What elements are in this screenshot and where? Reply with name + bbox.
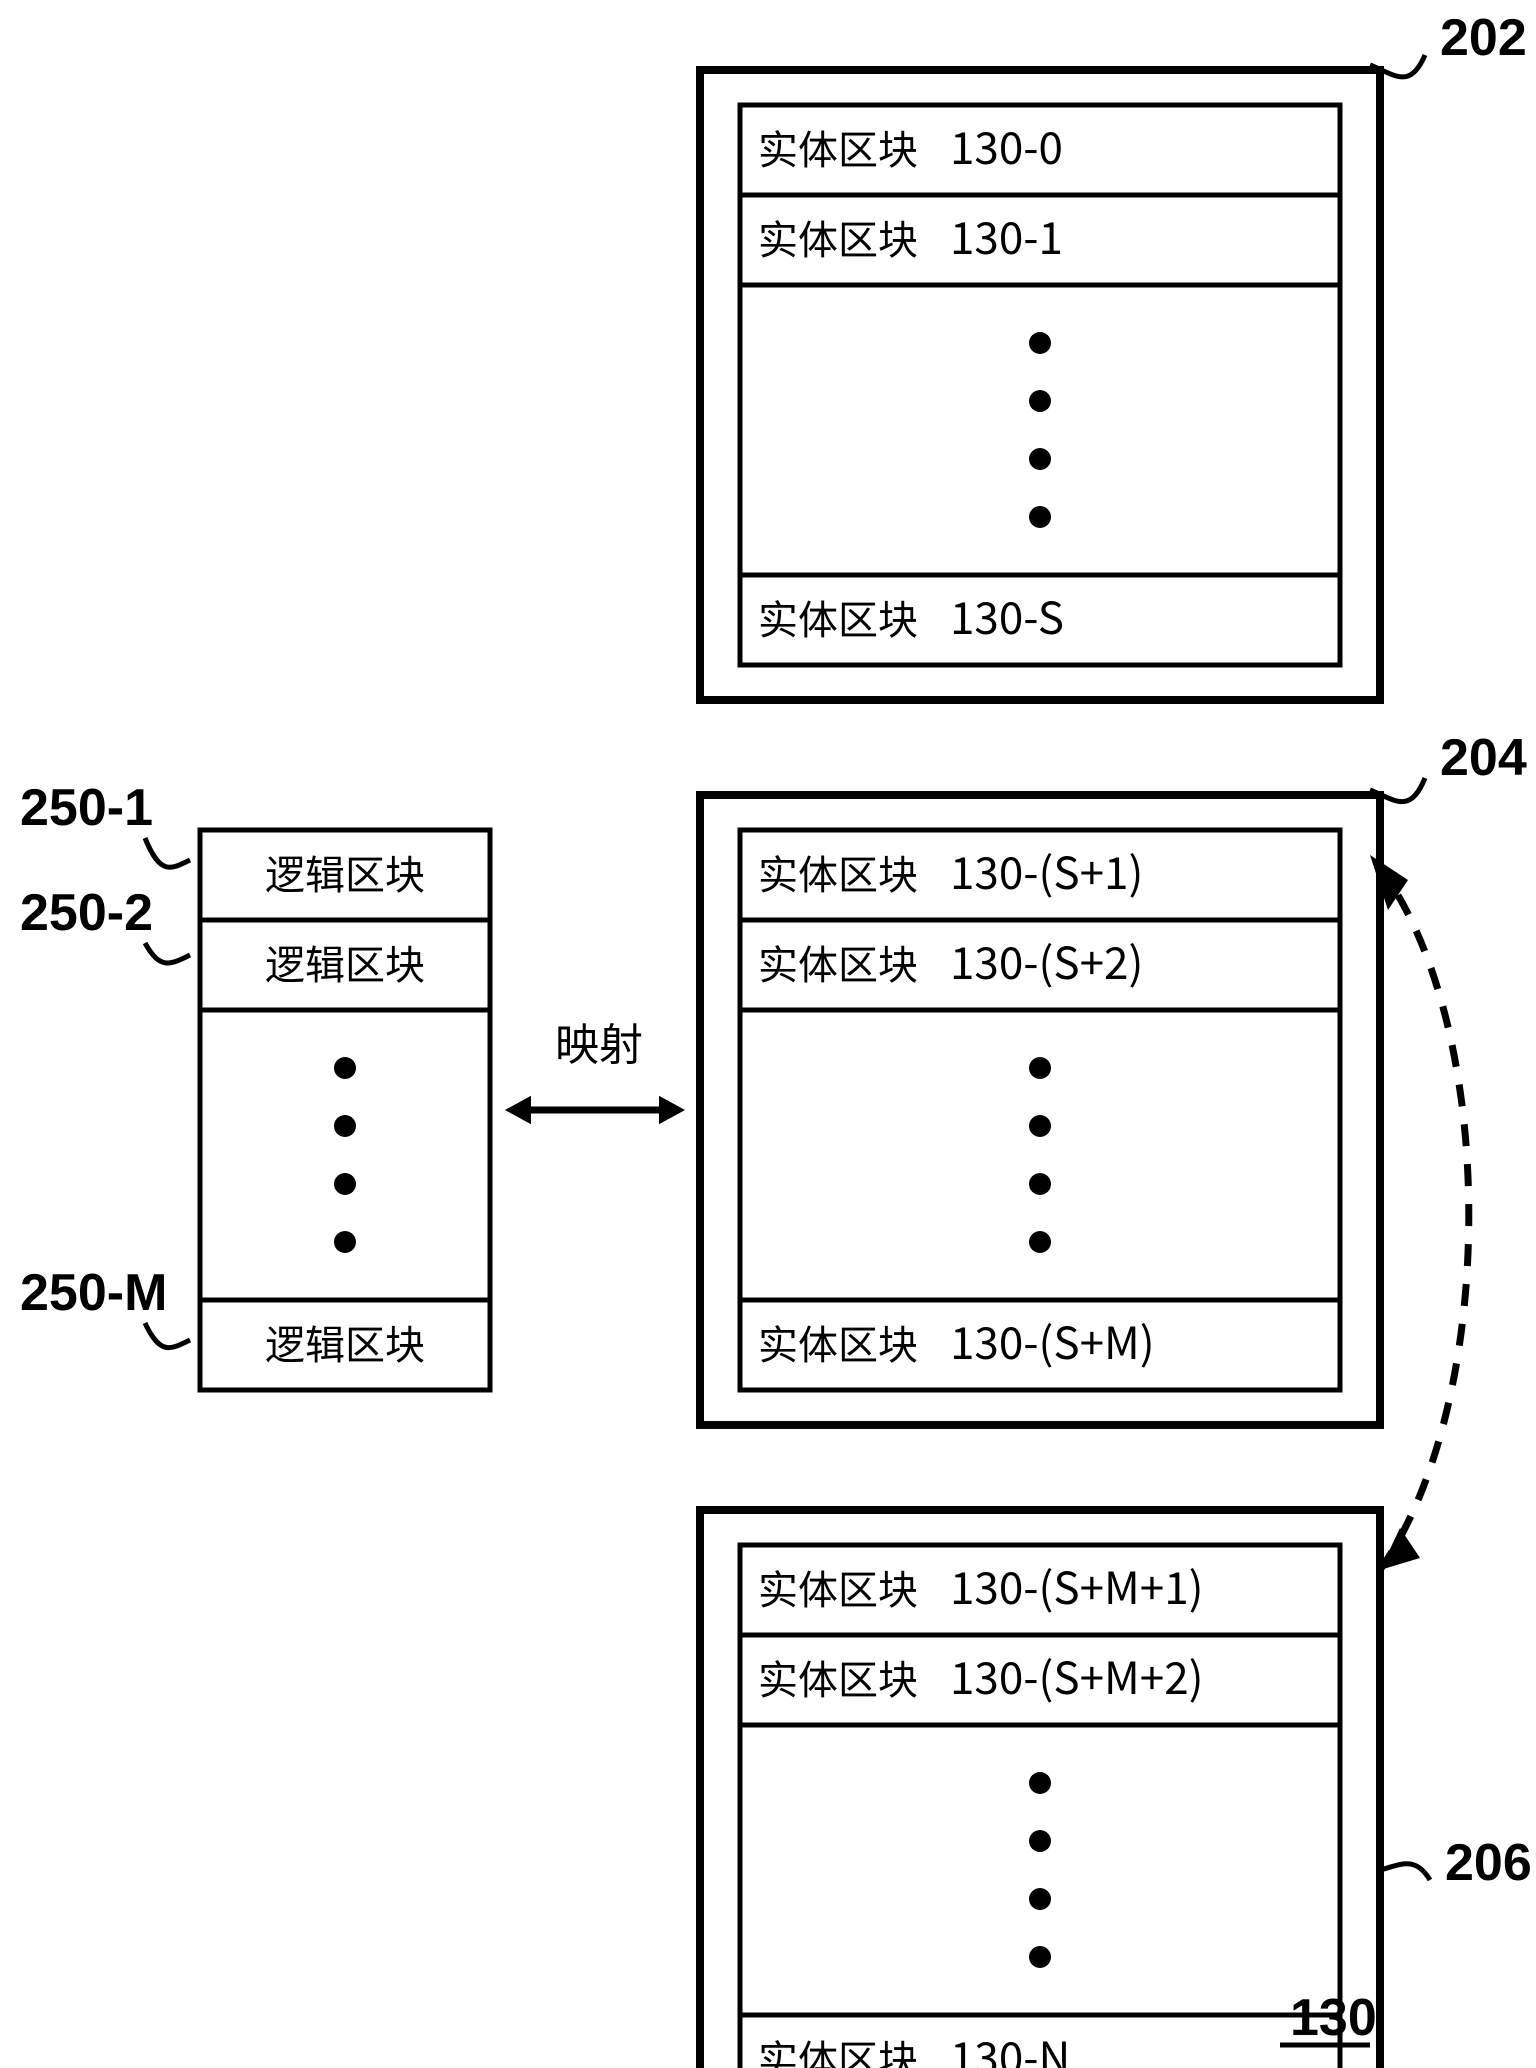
reference-label: 250-2 (20, 884, 153, 942)
ellipsis-dot (334, 1057, 356, 1079)
cell-label: 实体区块 (758, 2028, 918, 2068)
cell-label: 实体区块 (758, 208, 918, 266)
dots-cell (740, 285, 1340, 575)
ellipsis-dot (1029, 1888, 1051, 1910)
mapping-label: 映射 (555, 1009, 643, 1073)
ellipsis-dot (1029, 1830, 1051, 1852)
leader-line (145, 1323, 190, 1348)
dots-cell (740, 1010, 1340, 1300)
reference-label: 250-1 (20, 779, 153, 837)
cell-id: 130-(S+M+2) (950, 1643, 1203, 1707)
ellipsis-dot (1029, 1231, 1051, 1253)
ellipsis-dot (1029, 448, 1051, 470)
cell-id: 130-N (950, 2023, 1070, 2068)
cell-label: 逻辑区块 (265, 933, 425, 991)
reference-label: 250-M (20, 1264, 167, 1322)
cell-label: 实体区块 (758, 843, 918, 901)
cell-label: 实体区块 (758, 1648, 918, 1706)
arrow-head-right (659, 1096, 685, 1125)
cell-id: 130-1 (950, 203, 1063, 267)
ellipsis-dot (1029, 1772, 1051, 1794)
cell-label: 实体区块 (758, 933, 918, 991)
dots-cell (740, 1725, 1340, 2015)
cell-label: 逻辑区块 (265, 1313, 425, 1371)
dots-cell (200, 1010, 490, 1300)
swap-arrow (1370, 855, 1469, 1570)
ellipsis-dot (334, 1115, 356, 1137)
reference-label: 202 (1440, 9, 1527, 67)
ellipsis-dot (334, 1173, 356, 1195)
cell-id: 130-(S+M) (950, 1308, 1155, 1372)
ellipsis-dot (1029, 1946, 1051, 1968)
ellipsis-dot (1029, 332, 1051, 354)
cell-label: 实体区块 (758, 588, 918, 646)
ellipsis-dot (1029, 1173, 1051, 1195)
cell-id: 130-0 (950, 113, 1063, 177)
cell-label: 实体区块 (758, 118, 918, 176)
cell-id: 130-(S+1) (950, 838, 1143, 902)
ellipsis-dot (334, 1231, 356, 1253)
ellipsis-dot (1029, 1057, 1051, 1079)
ellipsis-dot (1029, 390, 1051, 412)
cell-id: 130-(S+M+1) (950, 1553, 1203, 1617)
leader-line (145, 838, 190, 867)
arrow-head-left (505, 1096, 531, 1125)
cell-label: 实体区块 (758, 1558, 918, 1616)
cell-id: 130-(S+2) (950, 928, 1143, 992)
reference-label: 204 (1440, 729, 1527, 787)
leader-line (145, 943, 190, 963)
reference-label: 206 (1445, 1834, 1532, 1892)
cell-id: 130-S (950, 583, 1064, 647)
cell-label: 实体区块 (758, 1313, 918, 1371)
figure-number: 130 (1290, 1989, 1377, 2047)
ellipsis-dot (1029, 506, 1051, 528)
leader-line (1380, 1864, 1430, 1880)
ellipsis-dot (1029, 1115, 1051, 1137)
cell-label: 逻辑区块 (265, 843, 425, 901)
arrow-head (1380, 1528, 1420, 1570)
